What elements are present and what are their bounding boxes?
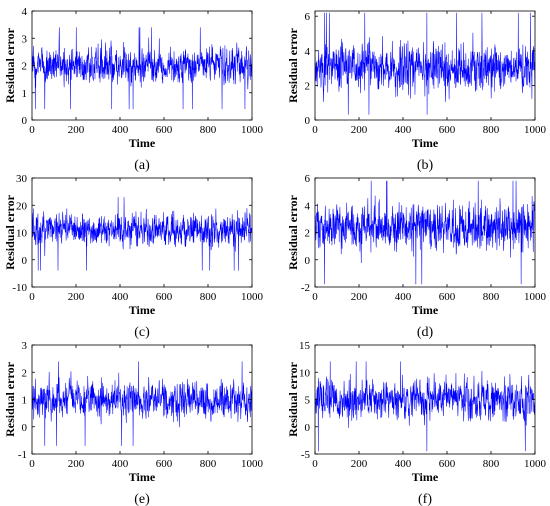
x-tick-label: 800 (483, 291, 500, 303)
panel-2: 0 200 400 600 800 1000 0 2 4 6 Time Residual error (… (286, 10, 547, 173)
y-tick-label: 6 (305, 173, 311, 185)
x-tick-label: 0 (29, 124, 35, 136)
x-tick-label: 1000 (524, 291, 547, 303)
y-tick-label: 3 (22, 33, 28, 45)
x-axis-label: Time (129, 136, 156, 150)
x-tick-label: 600 (156, 124, 173, 136)
x-tick-label: 1000 (241, 291, 264, 303)
x-tick-label: 400 (112, 458, 129, 470)
y-tick-label: -2 (301, 282, 310, 294)
y-tick-label: 2 (22, 61, 28, 73)
subplot-caption: (f) (418, 492, 432, 506)
x-tick-label: 800 (200, 124, 217, 136)
x-tick-label: 200 (68, 291, 85, 303)
residual-series-line (32, 361, 252, 446)
y-axis-label: Residual error (286, 27, 300, 102)
x-tick-label: 400 (395, 124, 412, 136)
x-tick-label: 800 (200, 458, 217, 470)
x-axis-label: Time (412, 136, 439, 150)
x-tick-label: 200 (351, 291, 368, 303)
y-tick-label: -10 (12, 282, 27, 294)
y-tick-label: -5 (301, 449, 311, 461)
x-tick-label: 1000 (524, 124, 547, 136)
residual-series-line (32, 197, 252, 271)
x-tick-label: 200 (68, 458, 85, 470)
x-tick-label: 0 (312, 124, 318, 136)
x-tick-label: 1000 (241, 458, 264, 470)
residual-series-line (315, 361, 535, 452)
x-tick-label: 0 (312, 458, 318, 470)
y-tick-label: 2 (305, 228, 311, 240)
y-tick-label: 0 (22, 115, 28, 127)
y-tick-label: 10 (299, 367, 311, 379)
subplot-caption: (a) (134, 158, 150, 173)
x-tick-label: 200 (68, 124, 85, 136)
axes-frame (314, 10, 536, 121)
x-tick-label: 400 (112, 124, 129, 136)
y-tick-label: 6 (305, 11, 311, 23)
x-tick-label: 0 (29, 291, 35, 303)
x-axis-label: Time (412, 470, 439, 484)
x-tick-label: 1000 (524, 458, 547, 470)
x-axis-label: Time (412, 303, 439, 317)
x-tick-label: 200 (351, 124, 368, 136)
subplot-caption: (c) (134, 325, 150, 340)
x-tick-label: 600 (439, 458, 456, 470)
subplot-caption: (e) (134, 492, 150, 506)
x-tick-label: 800 (483, 124, 500, 136)
x-tick-label: 600 (439, 291, 456, 303)
x-tick-label: 800 (483, 458, 500, 470)
x-tick-label: 400 (395, 458, 412, 470)
y-tick-label: 0 (22, 255, 28, 267)
subplot-caption: (b) (417, 158, 434, 173)
x-tick-label: 800 (200, 291, 217, 303)
y-tick-label: 4 (22, 6, 28, 18)
y-tick-label: 2 (305, 80, 311, 92)
subplot-caption: (d) (417, 325, 434, 340)
y-tick-label: 0 (22, 422, 28, 434)
x-tick-label: 200 (351, 458, 368, 470)
y-tick-label: 10 (16, 228, 28, 240)
y-tick-label: 0 (305, 422, 311, 434)
x-tick-label: 0 (312, 291, 318, 303)
x-tick-label: 400 (395, 291, 412, 303)
x-tick-label: 600 (439, 124, 456, 136)
y-tick-label: 1 (22, 88, 28, 100)
y-axis-label: Residual error (3, 27, 17, 102)
x-tick-label: 0 (29, 458, 35, 470)
y-tick-label: 20 (16, 200, 28, 212)
y-tick-label: 30 (16, 173, 28, 185)
residual-series-line (315, 12, 535, 115)
y-tick-label: 5 (305, 395, 311, 407)
residual-series-line (315, 180, 535, 285)
x-axis-label: Time (129, 303, 156, 317)
y-tick-label: 0 (305, 115, 311, 127)
x-tick-label: 600 (156, 458, 173, 470)
y-axis-label: Residual error (286, 361, 300, 436)
y-tick-label: 4 (305, 46, 311, 58)
y-axis-label: Residual error (286, 194, 300, 269)
panel-3: 0 200 400 600 800 1000-100102030TimeResidual … (3, 173, 264, 340)
y-tick-label: 1 (22, 395, 28, 407)
x-axis-label: Time (129, 470, 156, 484)
y-axis-label: Residual error (3, 361, 17, 436)
y-tick-label: 3 (22, 340, 28, 352)
y-tick-label: 15 (299, 340, 311, 352)
y-tick-label: -1 (18, 449, 27, 461)
y-tick-label: 0 (305, 255, 311, 267)
residual-series-line (32, 27, 252, 110)
x-tick-label: 400 (112, 291, 129, 303)
panel-1: 0 200 400 600 800 1000 0 1 2 3 4 Time Residual error… (3, 6, 264, 173)
y-axis-label: Residual error (3, 194, 17, 269)
x-tick-label: 1000 (241, 124, 264, 136)
x-tick-label: 600 (156, 291, 173, 303)
y-tick-label: 2 (22, 367, 28, 379)
y-tick-label: 4 (305, 200, 311, 212)
